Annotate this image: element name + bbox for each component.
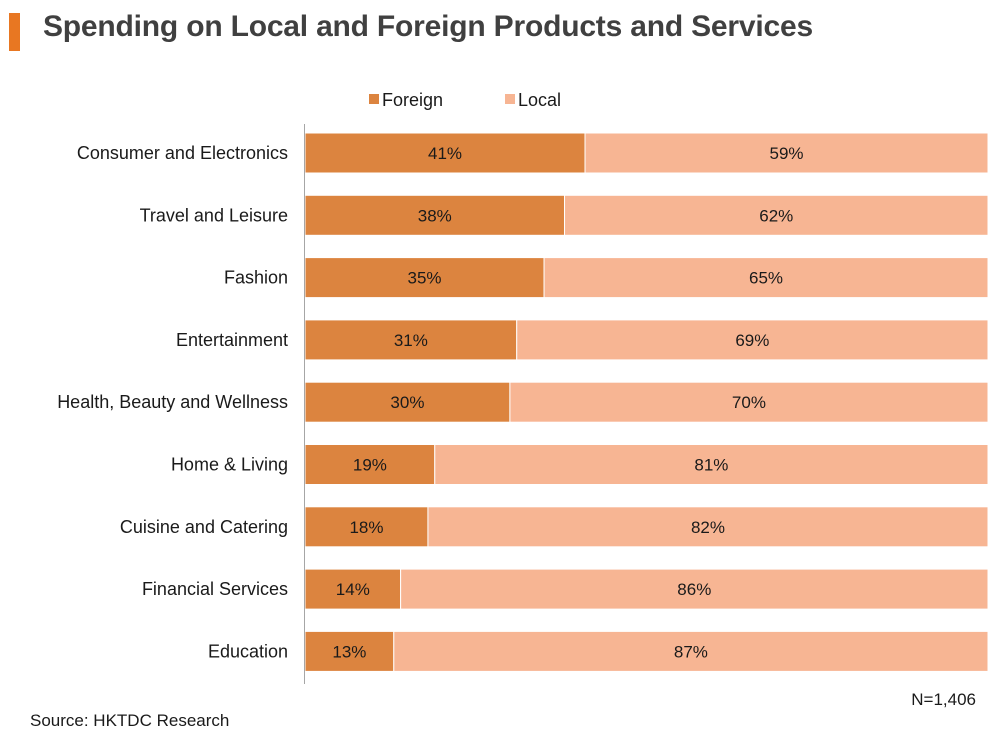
bar-segment-local bbox=[393, 630, 989, 672]
category-labels: Consumer and Electronics Travel and Leisu… bbox=[57, 143, 288, 661]
bar-segment-foreign bbox=[304, 568, 402, 610]
category-label: Financial Services bbox=[142, 579, 288, 599]
category-label: Travel and Leisure bbox=[140, 205, 288, 225]
data-label-foreign: 31% bbox=[394, 331, 428, 350]
sample-size-note: N=1,406 bbox=[911, 690, 976, 709]
bars-group: 41% 59% 38% 62% 35% 65% 31% 69% 30% 70% 19% 81% 18% 8… bbox=[304, 132, 989, 672]
data-label-local: 69% bbox=[735, 331, 769, 350]
data-label-local: 87% bbox=[674, 642, 708, 661]
bar-segment-foreign bbox=[304, 630, 395, 672]
data-label-foreign: 18% bbox=[349, 518, 383, 537]
data-label-local: 86% bbox=[677, 580, 711, 599]
data-label-local: 65% bbox=[749, 269, 783, 288]
title-accent-bar bbox=[9, 13, 20, 51]
bar-segment-foreign bbox=[304, 257, 545, 299]
data-label-local: 82% bbox=[691, 518, 725, 537]
bar-segment-foreign bbox=[304, 132, 586, 174]
bar-segment-local bbox=[434, 444, 989, 485]
category-label: Health, Beauty and Wellness bbox=[57, 392, 288, 412]
legend-swatch-foreign bbox=[369, 94, 379, 104]
bar-segment-local bbox=[509, 381, 989, 423]
bar-segment-foreign bbox=[304, 506, 429, 548]
category-label: Consumer and Electronics bbox=[77, 143, 288, 163]
data-label-foreign: 35% bbox=[408, 269, 442, 288]
bar-segment-local bbox=[584, 132, 989, 174]
bar-segment-local bbox=[543, 257, 989, 299]
data-label-foreign: 14% bbox=[336, 580, 370, 599]
bar-segment-local bbox=[400, 568, 989, 610]
category-label: Home & Living bbox=[171, 455, 288, 475]
bar-segment-foreign bbox=[304, 444, 436, 485]
data-label-local: 62% bbox=[759, 206, 793, 225]
source-note: Source: HKTDC Research bbox=[30, 711, 230, 730]
data-label-foreign: 13% bbox=[332, 642, 366, 661]
legend-label-local: Local bbox=[518, 90, 561, 110]
bar-segment-foreign bbox=[304, 381, 511, 423]
legend-label-foreign: Foreign bbox=[382, 90, 443, 110]
category-label: Fashion bbox=[224, 268, 288, 288]
category-label: Cuisine and Catering bbox=[120, 517, 288, 537]
bar-segment-local bbox=[564, 194, 989, 236]
data-label-local: 59% bbox=[769, 144, 803, 163]
category-label: Education bbox=[208, 641, 288, 661]
bar-segment-foreign bbox=[304, 194, 566, 236]
category-label: Entertainment bbox=[176, 330, 288, 350]
legend: Foreign Local bbox=[369, 90, 561, 110]
data-label-foreign: 30% bbox=[390, 393, 424, 412]
bar-segment-foreign bbox=[304, 319, 518, 361]
data-label-local: 81% bbox=[694, 456, 728, 475]
bar-segment-local bbox=[427, 506, 989, 548]
legend-swatch-local bbox=[505, 94, 515, 104]
data-label-foreign: 38% bbox=[418, 206, 452, 225]
data-label-local: 70% bbox=[732, 393, 766, 412]
data-label-foreign: 41% bbox=[428, 144, 462, 163]
bar-segment-local bbox=[516, 319, 989, 361]
data-label-foreign: 19% bbox=[353, 456, 387, 475]
chart-title: Spending on Local and Foreign Products a… bbox=[43, 10, 813, 43]
